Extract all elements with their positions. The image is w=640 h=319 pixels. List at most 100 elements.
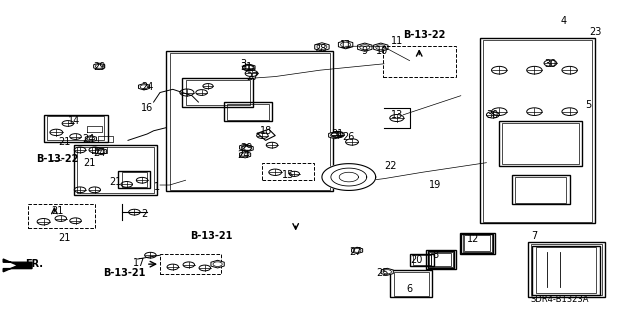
Text: 24: 24 (93, 148, 106, 158)
Text: 5: 5 (586, 100, 592, 110)
Text: 20: 20 (410, 255, 422, 265)
Text: FR.: FR. (25, 259, 43, 269)
Polygon shape (351, 247, 363, 254)
Bar (536, 247, 596, 293)
Text: B-13-22: B-13-22 (36, 154, 79, 165)
Text: 14: 14 (67, 116, 80, 126)
Text: 22: 22 (384, 161, 397, 171)
Text: 27: 27 (246, 72, 259, 82)
Text: B-13-22: B-13-22 (403, 30, 445, 40)
Polygon shape (374, 43, 388, 51)
Bar (166, 51, 333, 191)
Text: 11: 11 (339, 40, 352, 50)
Polygon shape (138, 84, 150, 90)
Bar (224, 102, 272, 121)
Bar (186, 80, 250, 105)
Bar (77, 147, 154, 193)
Text: 21: 21 (51, 205, 64, 216)
Text: 28: 28 (314, 44, 326, 55)
Bar (431, 253, 451, 266)
Text: 21: 21 (58, 137, 70, 147)
Bar (390, 270, 432, 297)
Bar (515, 177, 566, 203)
Text: 8: 8 (432, 250, 438, 260)
Polygon shape (339, 41, 353, 49)
Text: 18: 18 (259, 126, 272, 136)
Polygon shape (322, 164, 376, 190)
Bar (499, 121, 582, 166)
Text: 17: 17 (133, 258, 146, 268)
Bar (122, 172, 147, 187)
Bar (28, 204, 95, 228)
Bar (463, 234, 492, 252)
Bar (461, 234, 493, 253)
Bar (160, 254, 221, 274)
Bar (182, 78, 253, 107)
Text: SDR4-B1323A: SDR4-B1323A (531, 295, 589, 304)
Bar (262, 163, 314, 180)
Polygon shape (242, 145, 253, 152)
Text: 12: 12 (467, 234, 480, 244)
Polygon shape (239, 144, 251, 151)
Text: 29: 29 (240, 143, 253, 153)
Bar (426, 250, 456, 269)
Polygon shape (93, 63, 105, 70)
Polygon shape (358, 43, 372, 51)
Polygon shape (243, 64, 255, 71)
Text: 10: 10 (376, 46, 388, 56)
Text: 30: 30 (544, 59, 557, 69)
Text: 24: 24 (82, 134, 95, 144)
Text: 11: 11 (390, 36, 403, 47)
Text: 24: 24 (141, 82, 154, 92)
Polygon shape (239, 152, 251, 158)
Text: 19: 19 (429, 180, 442, 190)
Bar (528, 242, 605, 297)
Text: 31: 31 (240, 62, 253, 72)
Text: 21: 21 (83, 158, 96, 168)
Text: 21: 21 (58, 233, 70, 243)
Text: 31: 31 (332, 129, 344, 139)
Text: 3: 3 (240, 59, 246, 69)
Polygon shape (315, 43, 329, 51)
Text: 13: 13 (390, 110, 403, 120)
Bar (170, 53, 330, 190)
Text: 1: 1 (154, 182, 160, 192)
Bar (118, 171, 150, 188)
Bar (460, 233, 495, 254)
Bar (512, 175, 570, 204)
Bar (410, 254, 434, 266)
Bar (480, 38, 595, 223)
Bar (532, 246, 600, 295)
Polygon shape (328, 132, 341, 139)
Text: 4: 4 (560, 16, 566, 26)
Bar (394, 272, 429, 296)
Text: 6: 6 (406, 284, 413, 294)
Bar (44, 115, 108, 142)
Text: 15: 15 (282, 170, 294, 181)
Text: 16: 16 (141, 103, 154, 114)
Bar (74, 145, 157, 195)
Bar (413, 255, 431, 265)
Polygon shape (85, 136, 97, 142)
Bar (428, 251, 454, 268)
Text: 23: 23 (589, 27, 602, 37)
Bar (429, 252, 453, 267)
Bar (227, 104, 269, 120)
Text: 29: 29 (93, 62, 106, 72)
Bar (502, 123, 579, 164)
Bar (464, 235, 490, 251)
Text: 26: 26 (342, 132, 355, 142)
Bar (383, 46, 456, 77)
Text: 9: 9 (362, 46, 368, 56)
Text: 7: 7 (531, 231, 538, 241)
Text: 30: 30 (486, 110, 499, 120)
Text: B-13-21: B-13-21 (104, 268, 146, 278)
Polygon shape (211, 260, 224, 268)
Text: 24: 24 (237, 150, 250, 160)
Text: 27: 27 (349, 247, 362, 257)
Bar (47, 116, 104, 140)
Bar (531, 244, 602, 295)
Text: 21: 21 (109, 177, 122, 187)
Text: 25: 25 (376, 268, 389, 278)
Text: 2: 2 (141, 209, 147, 219)
